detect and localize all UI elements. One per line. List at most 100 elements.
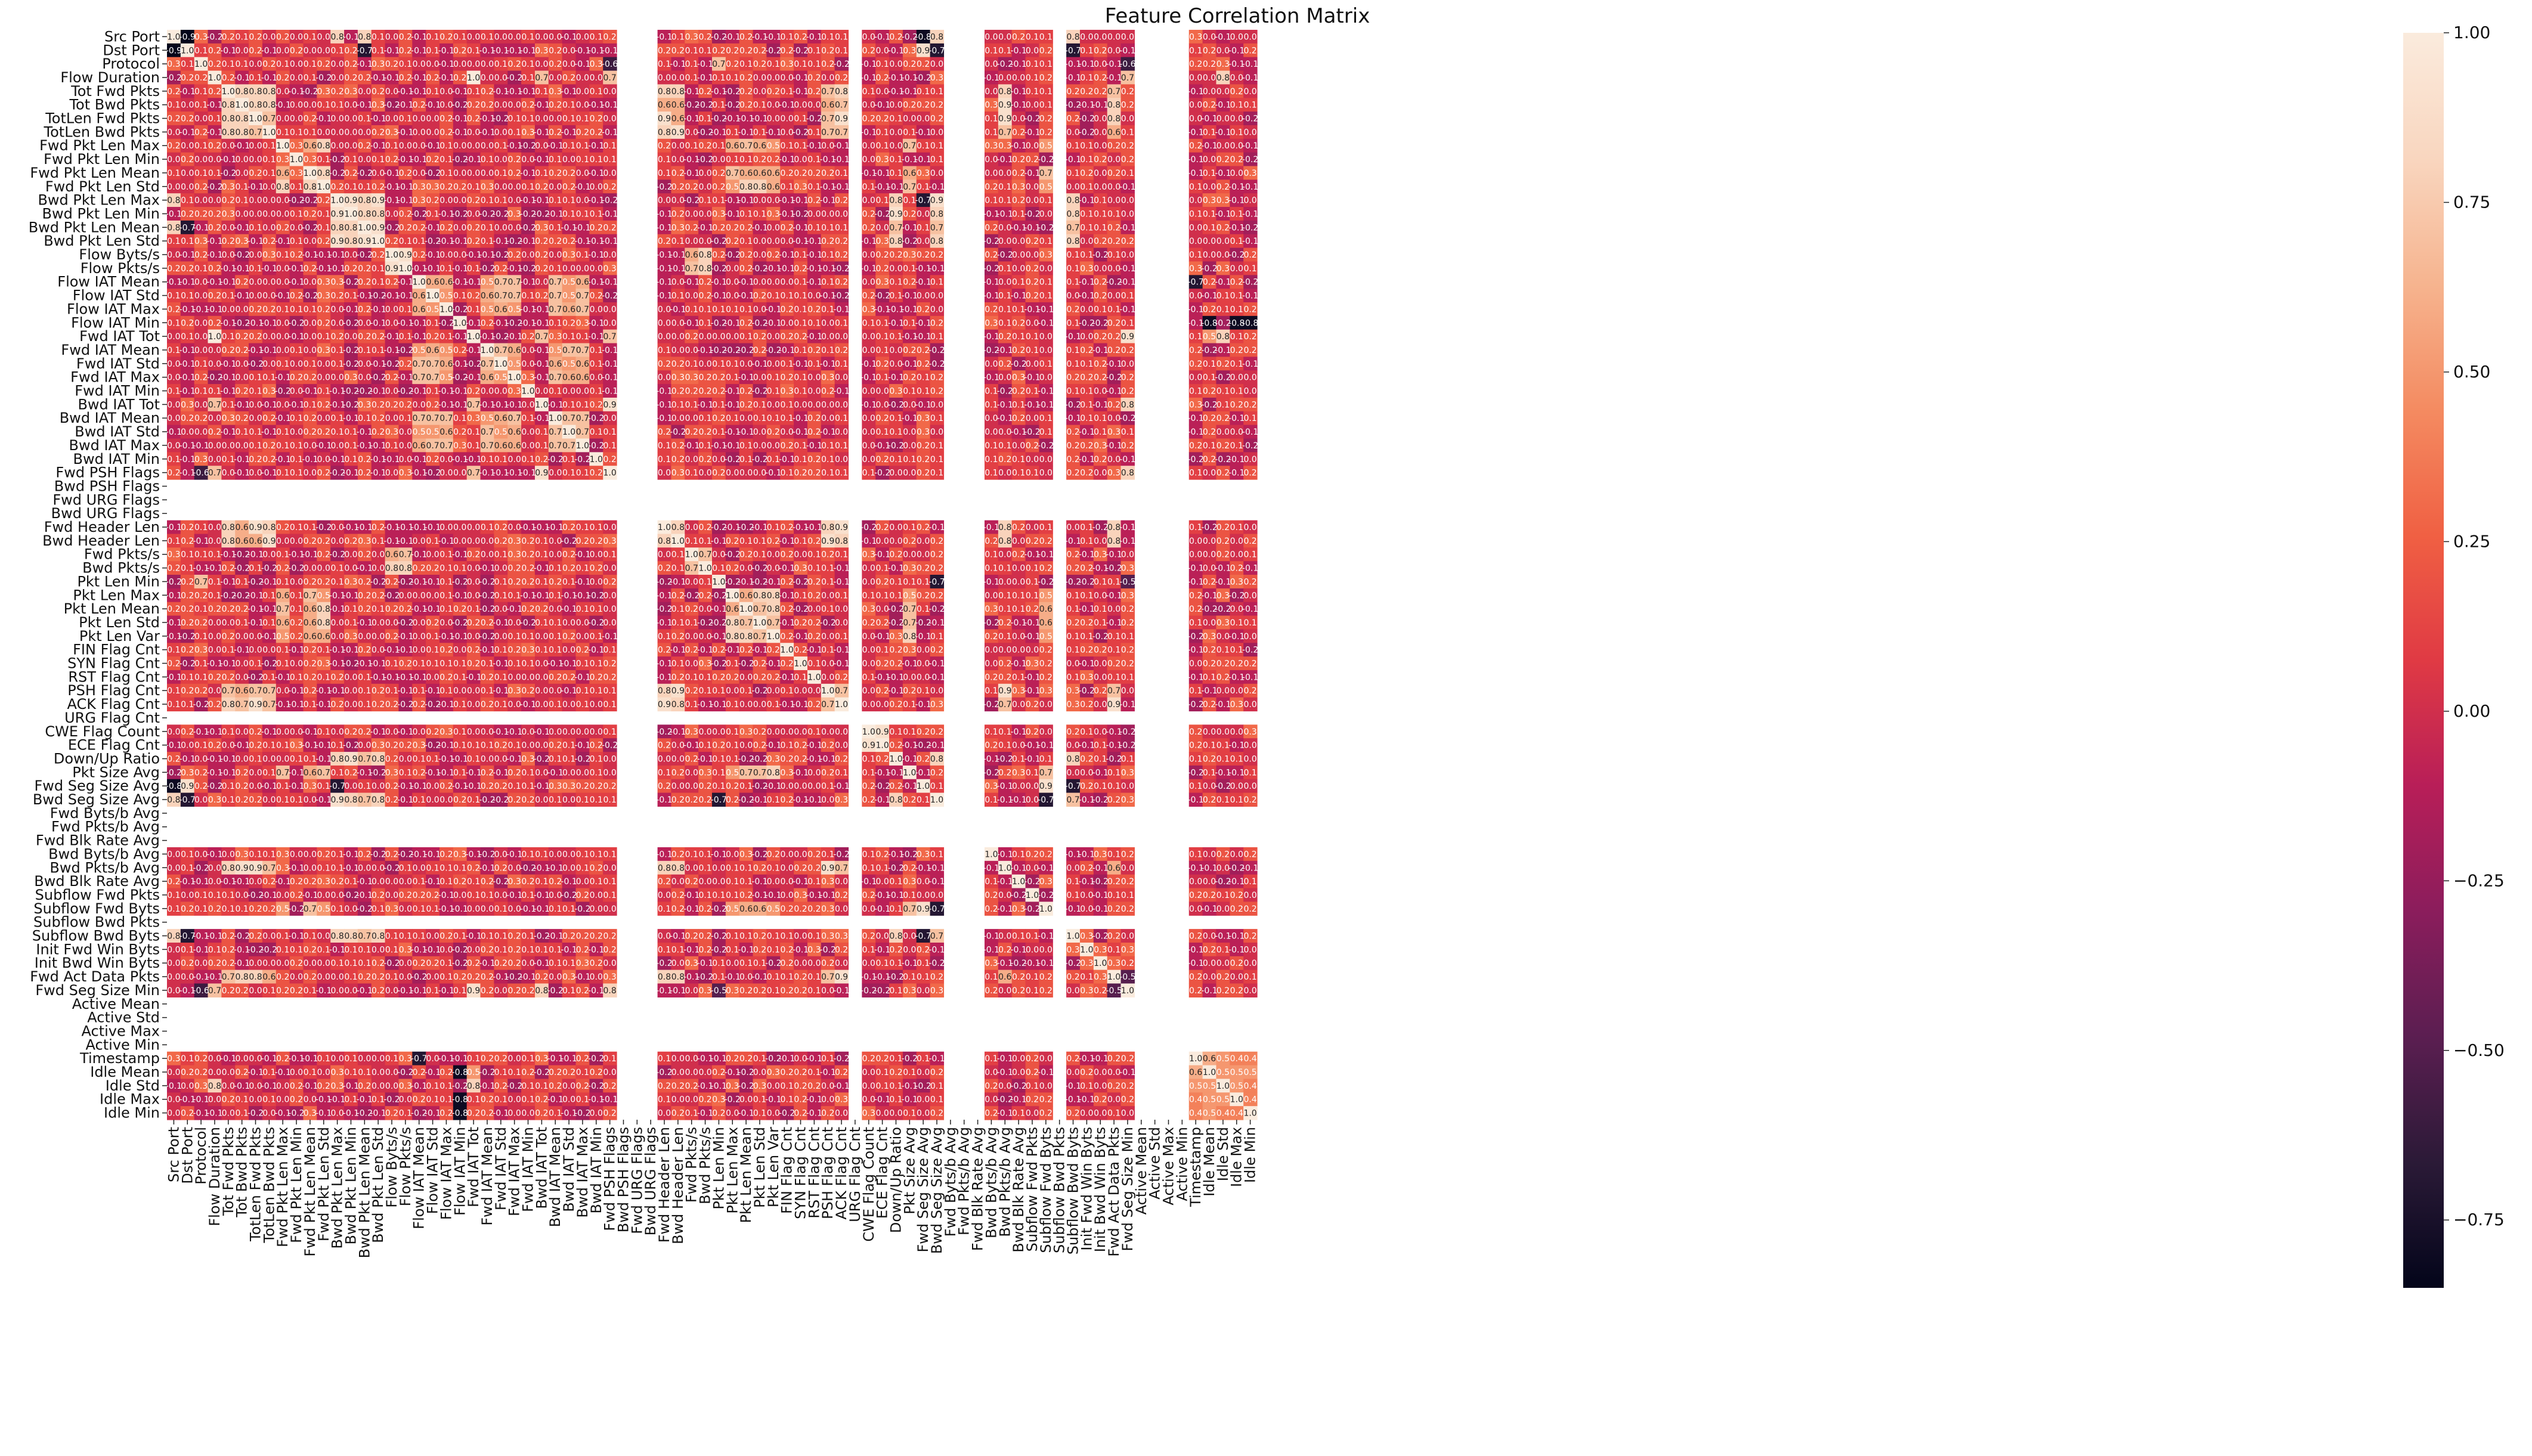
cell-value-label: -0.2 [725,87,741,97]
heatmap-cell [603,30,617,44]
heatmap-cell [562,30,577,44]
heatmap-cell [317,43,331,58]
cell-value-label: 0.2 [1243,46,1256,55]
cell-value-label: 0.2 [903,60,916,69]
cell-value-label: 0.1 [467,87,480,97]
cell-value-label: 0.1 [767,60,780,69]
cell-value-label: -0.7 [928,46,945,55]
cell-value-label: -0.1 [602,46,618,55]
cell-value-label: -0.1 [1228,46,1245,55]
cell-value-label: -0.2 [452,101,468,110]
cell-value-label: -0.1 [1119,46,1135,55]
cell-value-label: 0.3 [372,60,385,69]
heatmap-cell [426,43,440,58]
heatmap-cell [1079,30,1094,44]
cell-value-label: 0.2 [399,32,412,42]
cell-value-label: 0.0 [985,87,998,97]
heatmap-cells [167,30,1258,1120]
heatmap-cell [1107,30,1122,44]
cell-value-label: 0.0 [290,32,303,42]
cell-value-label: 0.0 [1230,32,1243,42]
cell-value-label: 0.1 [330,101,343,110]
heatmap-cell [453,30,468,44]
cell-value-label: 0.0 [671,73,685,83]
cell-value-label: 0.2 [1080,87,1093,97]
heatmap-cell [712,30,726,44]
cell-value-label: 0.2 [1203,60,1216,69]
cell-value-label: 0.1 [236,32,249,42]
cell-value-label: -0.1 [438,60,454,69]
cell-value-label: 0.1 [862,87,875,97]
cell-value-label: 0.0 [1026,46,1039,55]
cell-value-label: 0.1 [1189,46,1202,55]
cell-value-label: 0.1 [739,60,753,69]
cell-value-label: 0.3 [535,46,548,55]
heatmap-cell [357,43,372,58]
cell-value-label: 0.0 [236,46,249,55]
cell-value-label: 0.1 [236,60,249,69]
cell-value-label: 0.1 [1026,87,1039,97]
cell-value-label: 0.2 [426,73,439,83]
cell-value-label: 0.2 [208,87,221,97]
cell-value-label: 0.2 [317,60,330,69]
heatmap-cell [330,30,345,44]
cell-value-label: 0.0 [998,73,1011,83]
cell-value-label: 0.2 [726,46,739,55]
heatmap-cell [398,43,413,58]
heatmap-cell [412,30,426,44]
heatmap-cell [398,30,413,44]
cell-value-label: 0.2 [453,73,466,83]
cell-value-label: -0.1 [520,46,536,55]
cell-value-label: -0.1 [683,87,699,97]
cell-value-label: 0.1 [698,46,711,55]
cell-value-label: 0.0 [576,73,589,83]
heatmap-cell [698,30,713,44]
cell-value-label: 0.2 [549,46,562,55]
heatmap-cell [480,43,494,58]
heatmap-cell [534,43,549,58]
cell-value-label: 0.8 [262,101,276,110]
cell-value-label: 0.0 [1243,32,1256,42]
heatmap-cell [1066,30,1081,44]
cell-value-label: 0.0 [304,101,317,110]
cell-value-label: 0.0 [317,46,330,55]
cell-value-label: 0.1 [726,73,739,83]
cell-value-label: 0.3 [344,87,357,97]
cell-value-label: 0.3 [194,32,208,42]
cell-value-label: -0.1 [860,73,877,83]
heatmap-cell [194,43,209,58]
cell-value-label: 0.0 [304,46,317,55]
cell-value-label: 0.1 [1039,87,1053,97]
cell-value-label: 0.2 [739,46,753,55]
heatmap-cell [466,30,481,44]
cell-value-label: 0.8 [930,32,943,42]
heatmap-cell [180,30,195,44]
heatmap-cell [821,30,835,44]
cell-value-label: 0.1 [794,60,807,69]
cell-value-label: 0.0 [590,73,603,83]
cell-value-label: -0.1 [888,46,904,55]
cell-value-label: 0.1 [685,60,698,69]
cell-value-label: -0.2 [315,73,332,83]
cell-value-label: 0.2 [194,73,208,83]
cell-value-label: 0.1 [194,46,208,55]
cell-value-label: 0.0 [276,46,289,55]
cell-value-label: 0.8 [358,32,371,42]
cell-value-label: 0.3 [549,87,562,97]
cell-value-label: 0.2 [698,87,711,97]
heatmap-cell [1230,30,1244,44]
cell-value-label: 0.3 [903,46,916,55]
cell-value-label: 0.1 [930,87,943,97]
heatmap-cell [753,30,767,44]
cell-value-label: 0.2 [549,60,562,69]
heatmap-cell [371,43,386,58]
heatmap-cell [521,43,536,58]
heatmap-cell [208,30,222,44]
cell-value-label: 0.0 [535,60,548,69]
cell-value-label: 0.2 [603,32,616,42]
cell-value-label: -0.1 [874,32,890,42]
cell-value-label: 0.0 [439,87,453,97]
heatmap-cell [303,30,317,44]
cell-value-label: 0.0 [821,73,834,83]
cell-value-label: -0.1 [793,87,809,97]
